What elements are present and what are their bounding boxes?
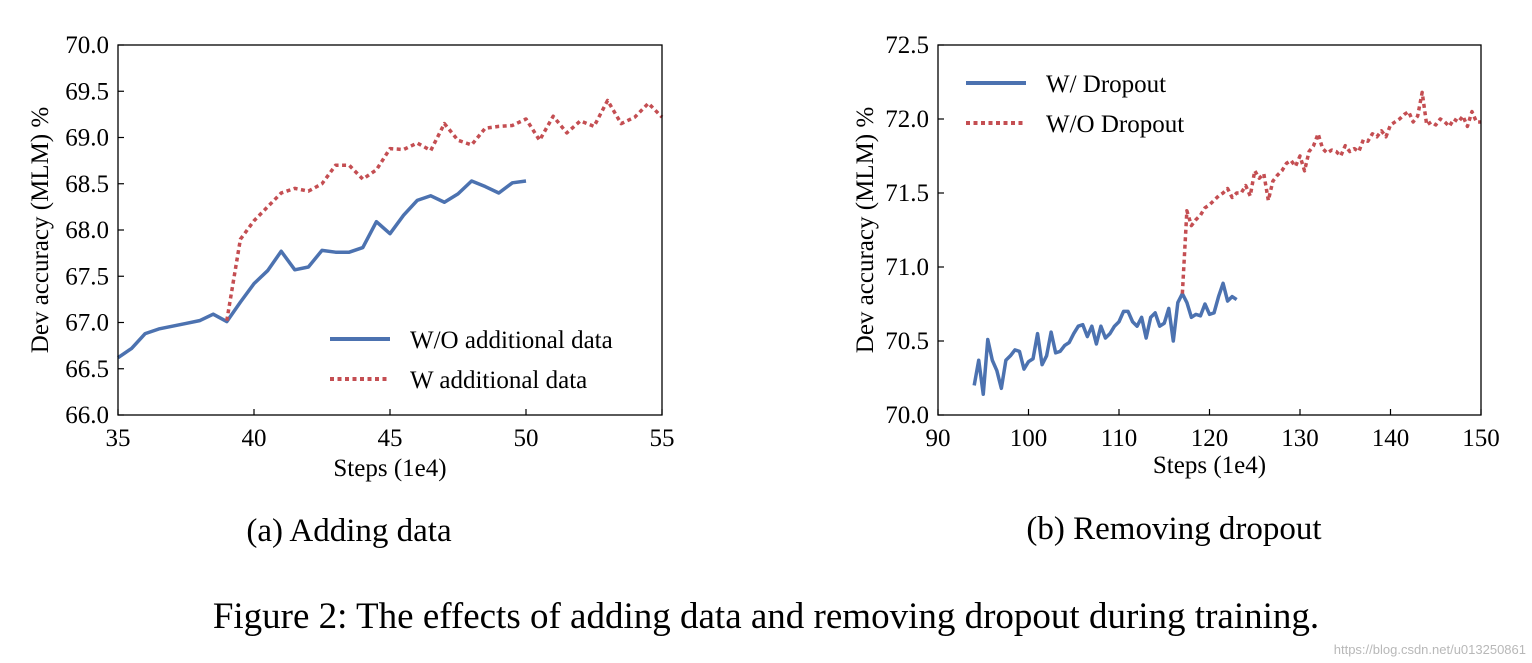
y-tick-label: 66.5	[65, 356, 109, 383]
x-tick-label: 45	[378, 425, 403, 452]
y-tick-label: 67.0	[65, 310, 109, 337]
x-tick-label: 90	[926, 425, 951, 452]
legend-label-1: W/ Dropout	[1046, 71, 1166, 98]
subcaption-a: (a) Adding data	[246, 513, 452, 549]
y-tick-label: 71.5	[885, 180, 929, 207]
y-tick-label: 72.0	[885, 106, 929, 133]
y-tick-label: 70.0	[885, 402, 929, 429]
x-tick-label: 50	[514, 425, 539, 452]
x-tick-label: 110	[1101, 425, 1138, 452]
x-tick-label: 55	[650, 425, 675, 452]
y-tick-label: 69.0	[65, 125, 109, 152]
y-axis-label: Dev accuracy (MLM) %	[852, 107, 879, 353]
plot-frame	[937, 44, 1482, 416]
y-tick-label: 67.5	[65, 263, 109, 290]
x-tick-label: 150	[1462, 425, 1500, 452]
y-tick-label: 70.5	[885, 328, 929, 355]
series-line-1	[117, 179, 527, 360]
chart-removing-dropout: 90 100 110 120 130 140 150 70.0 70.5 71.0 71.5 72.0…	[852, 32, 1500, 479]
plot-frame	[117, 44, 663, 416]
subcaption-b: (b) Removing dropout	[1026, 511, 1322, 547]
series-line-1	[972, 281, 1238, 397]
x-tick-label: 100	[1010, 425, 1048, 452]
figure-caption: Figure 2: The effects of adding data and…	[212, 596, 1320, 637]
y-tick-label: 72.5	[885, 32, 929, 59]
y-tick-label: 66.0	[65, 402, 109, 429]
y-tick-label: 68.0	[65, 217, 109, 244]
y-axis-label: Dev accuracy (MLM) %	[27, 107, 54, 353]
series-line-2	[225, 98, 664, 321]
x-tick-label: 35	[106, 425, 131, 452]
y-tick-label: 70.0	[65, 32, 109, 59]
legend-label-2: W/O Dropout	[1046, 111, 1184, 138]
x-tick-label: 120	[1191, 425, 1229, 452]
y-tick-label: 71.0	[885, 254, 929, 281]
x-tick-label: 40	[242, 425, 267, 452]
x-tick-label: 140	[1372, 425, 1410, 452]
series-line-2	[1180, 90, 1481, 294]
legend-label-1: W/O additional data	[410, 327, 613, 354]
watermark-text: https://blog.csdn.net/u013250861	[1333, 642, 1526, 657]
y-tick-label: 68.5	[65, 171, 109, 198]
x-tick-label: 130	[1281, 425, 1319, 452]
y-tick-label: 69.5	[65, 78, 109, 105]
x-axis-label: Steps (1e4)	[333, 455, 446, 482]
legend-label-2: W additional data	[410, 367, 587, 394]
x-axis-label: Steps (1e4)	[1153, 452, 1266, 479]
chart-adding-data: 35 40 45 50 55 66.0 66.5 67.0 67.5 68.0 68.5 69.0 69…	[27, 32, 675, 482]
